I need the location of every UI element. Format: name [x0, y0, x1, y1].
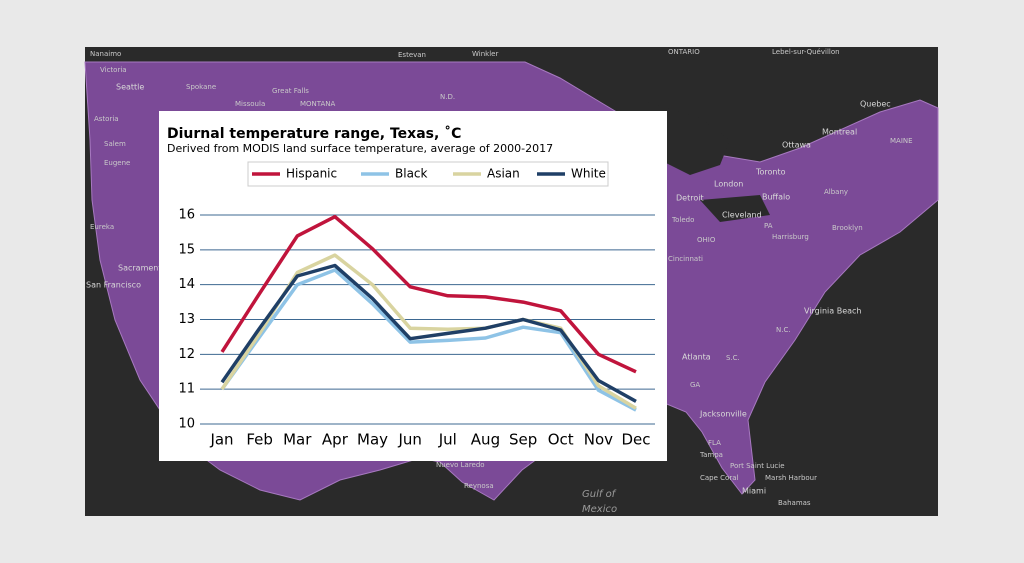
map-label: Brooklyn: [832, 224, 863, 232]
map-label: Sacramento: [118, 264, 166, 273]
x-tick-label: Sep: [509, 431, 537, 449]
map-label: Cape Coral: [700, 474, 738, 482]
map-label: MAINE: [890, 137, 913, 145]
map-label: Salem: [104, 140, 126, 148]
x-tick-label: Jun: [397, 431, 421, 449]
map-label: London: [714, 180, 743, 189]
map-label: Detroit: [676, 194, 704, 203]
map-label: PA: [764, 222, 773, 230]
map-label: Buffalo: [762, 193, 790, 202]
map-label: Nuevo Laredo: [436, 461, 485, 469]
map-label: Toledo: [671, 216, 694, 224]
legend-label: Asian: [487, 167, 520, 181]
map-label: Ottawa: [782, 141, 811, 150]
map-label: N.D.: [440, 93, 455, 101]
x-tick-label: Jul: [438, 431, 457, 449]
x-tick-label: May: [357, 431, 388, 449]
map-label: Missoula: [235, 100, 265, 108]
map-label: GA: [690, 381, 700, 389]
map-label: Gulf of: [582, 489, 617, 500]
map-label: Albany: [824, 188, 848, 196]
x-tick-label: Dec: [621, 431, 650, 449]
y-tick-label: 15: [178, 242, 195, 257]
x-tick-label: Apr: [322, 431, 349, 449]
y-tick-label: 16: [178, 208, 195, 223]
series-line: [220, 214, 637, 374]
x-tick-label: Oct: [548, 431, 574, 449]
map-label: S.C.: [726, 354, 740, 362]
map-label: OHIO: [697, 236, 716, 244]
series-line: [220, 268, 637, 412]
map-label: N.C.: [776, 326, 791, 334]
y-tick-label: 13: [178, 312, 195, 327]
map-label: Winkler: [472, 50, 498, 58]
map-label: Victoria: [100, 66, 127, 74]
map-label: Estevan: [398, 51, 426, 59]
map-label: MONTANA: [300, 100, 336, 108]
x-tick-label: Jan: [209, 431, 233, 449]
y-tick-label: 14: [178, 277, 195, 292]
legend-label: Hispanic: [286, 167, 337, 181]
x-tick-label: Mar: [283, 431, 312, 449]
series-line: [220, 263, 637, 403]
map-label: Toronto: [755, 168, 786, 177]
legend-label: White: [571, 167, 606, 181]
map-label: Virginia Beach: [804, 307, 862, 316]
map-label: Marsh Harbour: [765, 474, 817, 482]
map-label: Port Saint Lucie: [730, 462, 785, 470]
chart-subtitle: Derived from MODIS land surface temperat…: [167, 142, 553, 155]
map-label: Eugene: [104, 159, 130, 167]
map-label: ONTARIO: [668, 48, 700, 56]
map-label: Jacksonville: [699, 410, 747, 419]
x-tick-label: Nov: [584, 431, 613, 449]
map-label: Nanaimo: [90, 50, 121, 58]
map-label: FLA: [708, 439, 721, 447]
map-label: San Francisco: [86, 281, 141, 290]
map-label: Tampa: [699, 451, 723, 459]
map-label: Reynosa: [464, 482, 494, 490]
map-labels: Nanaimo Victoria Seattle Spokane Missoul…: [86, 48, 913, 515]
y-tick-label: 10: [178, 417, 195, 432]
map-label: Cincinnati: [668, 255, 703, 263]
map-label: Mexico: [582, 504, 617, 515]
map-label: Quebec: [860, 100, 891, 109]
map-label: Astoria: [94, 115, 119, 123]
map-label: Miami: [742, 487, 766, 496]
x-tick-label: Feb: [246, 431, 273, 449]
y-tick-label: 12: [178, 347, 195, 362]
chart-title: Diurnal temperature range, Texas, ˚C: [167, 125, 461, 142]
map-label: Montreal: [822, 128, 857, 137]
map-label: Great Falls: [272, 87, 309, 95]
legend-label: Black: [395, 167, 428, 181]
map-label: Harrisburg: [772, 233, 809, 241]
map-label: Atlanta: [682, 353, 711, 362]
lake-erie: [700, 195, 770, 222]
map-label: Spokane: [186, 83, 216, 91]
y-tick-label: 11: [178, 382, 195, 397]
x-tick-label: Aug: [471, 431, 500, 449]
map-label: Seattle: [116, 83, 144, 92]
map-label: Eureka: [90, 223, 114, 231]
plot: 10 11 12 13 14 15 16 Jan Feb Mar Apr May Jun Jul Aug Se…: [178, 167, 655, 449]
map-label: Bahamas: [778, 499, 811, 507]
map-label: Cleveland: [722, 211, 762, 220]
map-label: Lebel-sur-Quévillon: [772, 48, 840, 56]
